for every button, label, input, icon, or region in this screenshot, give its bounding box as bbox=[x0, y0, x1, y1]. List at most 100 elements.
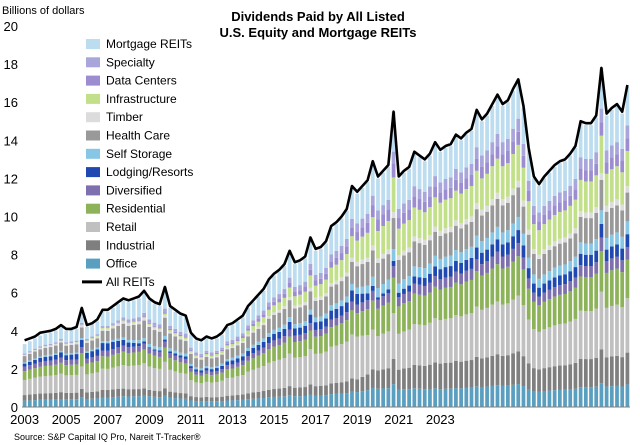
bar-segment-office bbox=[147, 396, 152, 407]
bar-segment-self-storage bbox=[557, 265, 562, 276]
bar-segment-health-care bbox=[557, 243, 562, 266]
bar-segment-specialty bbox=[215, 350, 219, 353]
bar-segment-health-care bbox=[194, 358, 198, 368]
bar-segment-infrastructure bbox=[344, 254, 349, 273]
bar-segment-infrastructure bbox=[95, 335, 100, 337]
bar-segment-residential bbox=[105, 356, 110, 369]
bar-segment-infrastructure bbox=[204, 353, 209, 356]
bar-segment-office bbox=[53, 399, 58, 407]
bar-segment-infrastructure bbox=[386, 220, 391, 250]
bar-segment-retail bbox=[79, 366, 84, 389]
bar-segment-lodging-resorts bbox=[594, 250, 599, 263]
bar-segment-retail bbox=[292, 357, 297, 388]
bar-segment-retail bbox=[324, 351, 328, 386]
bar-segment-lodging-resorts bbox=[95, 349, 100, 356]
bar-segment-residential bbox=[152, 355, 157, 369]
bar-segment-self-storage bbox=[173, 350, 178, 354]
bar-segment-self-storage bbox=[163, 335, 167, 340]
bar-segment-data-centers bbox=[157, 327, 162, 329]
bar-segment-retail bbox=[43, 376, 48, 394]
x-tick-label: 2023 bbox=[426, 412, 455, 427]
bar-segment-mortgage-reits bbox=[500, 106, 505, 143]
bar-segment-mortgage-reits bbox=[209, 340, 214, 353]
bar-segment-specialty bbox=[438, 182, 443, 193]
bar-segment-infrastructure bbox=[313, 285, 318, 298]
bar-segment-diversified bbox=[79, 347, 84, 354]
bar-segment-self-storage bbox=[386, 279, 391, 290]
bar-segment-self-storage bbox=[168, 348, 172, 352]
bar-segment-residential bbox=[500, 268, 505, 305]
bar-segment-lodging-resorts bbox=[220, 365, 224, 370]
bar-segment-specialty bbox=[282, 289, 287, 294]
bar-segment-timber bbox=[464, 219, 469, 225]
bar-segment-timber bbox=[480, 209, 484, 216]
bar-segment-infrastructure bbox=[225, 345, 230, 348]
bar-segment-retail bbox=[412, 324, 417, 365]
bar-segment-timber bbox=[111, 326, 115, 329]
bar-segment-lodging-resorts bbox=[531, 283, 536, 293]
bar-segment-self-storage bbox=[298, 323, 302, 328]
bar-stack bbox=[178, 315, 183, 407]
bar-stack bbox=[511, 90, 515, 407]
bar-segment-self-storage bbox=[116, 338, 121, 341]
bar-segment-diversified bbox=[376, 299, 380, 309]
bar-segment-lodging-resorts bbox=[578, 253, 583, 266]
y-tick-label: 14 bbox=[4, 133, 18, 148]
bar-segment-retail bbox=[27, 378, 32, 395]
bar-segment-office bbox=[448, 388, 453, 407]
bar-segment-retail bbox=[360, 335, 365, 377]
bar-segment-infrastructure bbox=[251, 326, 256, 331]
bar-segment-lodging-resorts bbox=[282, 329, 287, 337]
bar-segment-residential bbox=[542, 301, 547, 330]
bar-segment-self-storage bbox=[33, 358, 37, 360]
bar-segment-health-care bbox=[43, 347, 48, 356]
bar-segment-mortgage-reits bbox=[459, 140, 463, 173]
bar-segment-data-centers bbox=[131, 321, 136, 322]
bar-segment-residential bbox=[438, 289, 443, 321]
bar-segment-data-centers bbox=[225, 343, 230, 346]
bar-segment-data-centers bbox=[240, 336, 245, 338]
bar-segment-infrastructure bbox=[339, 260, 344, 278]
bar-segment-residential bbox=[594, 273, 599, 309]
bar-segment-infrastructure bbox=[147, 323, 152, 325]
bar-segment-self-storage bbox=[324, 313, 328, 319]
bar-segment-lodging-resorts bbox=[480, 252, 484, 265]
bar-segment-self-storage bbox=[261, 338, 266, 342]
bar-segment-specialty bbox=[272, 297, 276, 302]
bar-segment-self-storage bbox=[526, 257, 531, 269]
bar-segment-industrial bbox=[303, 387, 308, 396]
bar-segment-residential bbox=[459, 284, 463, 317]
bar-segment-retail bbox=[303, 356, 308, 388]
bar-segment-diversified bbox=[344, 312, 349, 321]
bar-segment-specialty bbox=[490, 142, 495, 155]
bar-segment-mortgage-reits bbox=[615, 106, 619, 143]
bar-segment-residential bbox=[189, 371, 193, 381]
bar-segment-self-storage bbox=[194, 367, 198, 370]
bar-segment-retail bbox=[147, 366, 152, 390]
bar-segment-specialty bbox=[568, 185, 573, 196]
bar-segment-industrial bbox=[137, 389, 141, 397]
x-tick-label: 2015 bbox=[260, 412, 289, 427]
all-reits-line bbox=[24, 66, 629, 342]
bar-segment-mortgage-reits bbox=[469, 130, 474, 164]
bar-segment-specialty bbox=[53, 342, 58, 344]
bar-segment-timber bbox=[59, 340, 63, 343]
bar-segment-industrial bbox=[230, 395, 235, 401]
bar-segment-mortgage-reits bbox=[282, 266, 287, 290]
bar-stack bbox=[85, 326, 89, 407]
bar-stack bbox=[209, 340, 214, 407]
bar-segment-specialty bbox=[339, 245, 344, 254]
bar-segment-self-storage bbox=[209, 367, 214, 370]
bar-segment-specialty bbox=[443, 179, 448, 190]
bar-segment-retail bbox=[282, 358, 287, 388]
bar-segment-diversified bbox=[33, 363, 37, 369]
bar-segment-specialty bbox=[111, 323, 115, 326]
bar-segment-mortgage-reits bbox=[215, 338, 219, 351]
bar-segment-mortgage-reits bbox=[74, 328, 79, 341]
bar-segment-diversified bbox=[578, 265, 583, 277]
bar-segment-diversified bbox=[464, 270, 469, 282]
bar-segment-residential bbox=[287, 336, 292, 354]
bar-segment-retail bbox=[235, 376, 240, 396]
bar-segment-specialty bbox=[230, 339, 235, 343]
bar-segment-health-care bbox=[381, 258, 386, 284]
